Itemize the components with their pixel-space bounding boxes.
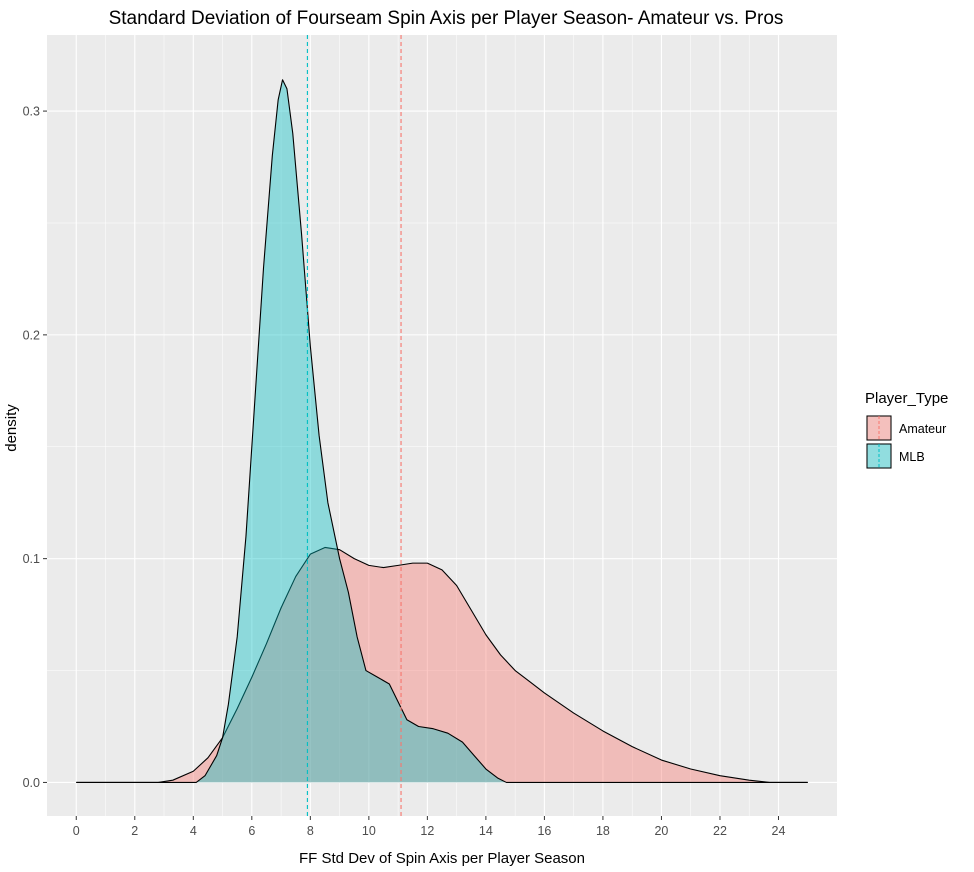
density-outline-mlb <box>76 79 808 783</box>
x-tick-label: 18 <box>596 824 610 838</box>
y-tick-label: 0.2 <box>23 328 40 342</box>
density-areas <box>76 79 808 783</box>
x-tick-label: 12 <box>420 824 434 838</box>
x-axis-ticks: 0 2 4 6 8 10 12 14 16 18 20 22 24 <box>73 816 786 838</box>
density-outline-amateur <box>76 546 808 783</box>
x-tick-label: 4 <box>190 824 197 838</box>
x-axis-title: FF Std Dev of Spin Axis per Player Seaso… <box>299 850 585 867</box>
y-tick-label: 0.1 <box>23 552 40 566</box>
y-axis-ticks: 0.0 0.1 0.2 0.3 <box>23 105 47 790</box>
x-tick-label: 6 <box>248 824 255 838</box>
y-tick-label: 0.3 <box>23 105 40 119</box>
legend: Player_Type Amateur MLB <box>865 390 948 469</box>
chart-title: Standard Deviation of Fourseam Spin Axis… <box>109 8 784 29</box>
plot-panel <box>47 35 837 816</box>
x-tick-label: 0 <box>73 824 80 838</box>
y-tick-label: 0.0 <box>23 776 40 790</box>
x-tick-label: 20 <box>654 824 668 838</box>
x-tick-label: 8 <box>307 824 314 838</box>
legend-title: Player_Type <box>865 390 948 407</box>
x-tick-label: 10 <box>362 824 376 838</box>
x-tick-label: 22 <box>713 824 727 838</box>
y-axis-title: density <box>3 404 20 452</box>
major-gridlines <box>47 35 837 816</box>
x-tick-label: 2 <box>131 824 138 838</box>
x-tick-label: 14 <box>479 824 493 838</box>
legend-label-mlb: MLB <box>899 450 925 464</box>
x-tick-label: 16 <box>537 824 551 838</box>
minor-gridlines <box>47 35 837 816</box>
density-area-amateur <box>76 547 808 783</box>
legend-label-amateur: Amateur <box>899 422 946 436</box>
x-tick-label: 24 <box>772 824 786 838</box>
density-area-mlb <box>76 79 808 783</box>
